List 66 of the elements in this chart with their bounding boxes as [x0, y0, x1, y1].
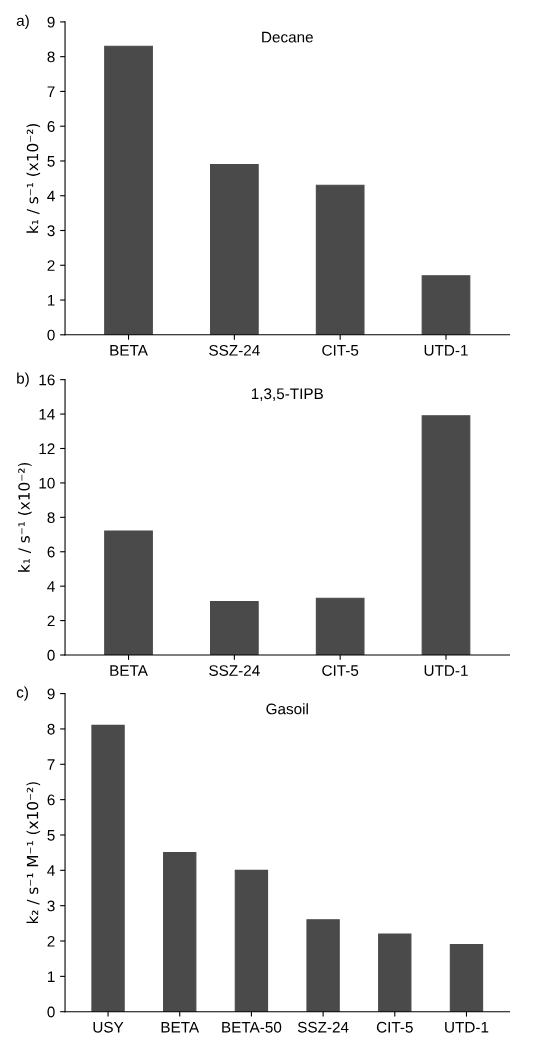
- y-tick-label: 7: [47, 759, 55, 770]
- x-tick-label: SSZ-24: [209, 344, 260, 356]
- x-tick-label: UTD-1: [445, 1021, 489, 1033]
- y-tick-label: 6: [47, 546, 55, 558]
- y-tick-label: 1: [47, 295, 55, 306]
- y-axis-title: k₁ / s⁻¹ (x10⁻²): [17, 462, 32, 572]
- bar: [234, 869, 269, 1012]
- y-tick-label: 0: [47, 649, 55, 661]
- y-tick-label: 3: [47, 900, 55, 912]
- x-tick-label: SSZ-24: [209, 665, 260, 676]
- x-tick-label: CIT-5: [322, 344, 359, 356]
- y-tick-label: 9: [47, 688, 55, 700]
- bar: [104, 45, 153, 335]
- y-tick-label: 1: [47, 971, 55, 982]
- x-tick-label: BETA: [110, 665, 148, 676]
- bar: [91, 724, 125, 1012]
- y-tick-label: 8: [47, 51, 55, 63]
- y-tick-label: 14: [39, 409, 55, 420]
- x-tick-label: BETA: [161, 1021, 200, 1033]
- y-tick-label: 7: [47, 86, 55, 97]
- bar: [378, 933, 412, 1012]
- y-tick-label: 6: [47, 121, 55, 132]
- bar: [306, 919, 340, 1012]
- x-tick-label: CIT-5: [322, 665, 359, 676]
- chart-title: Gasoil: [266, 703, 308, 715]
- y-tick-label: 2: [47, 260, 55, 271]
- y-tick-label: 5: [47, 155, 55, 167]
- bar: [163, 852, 197, 1012]
- y-tick-label: 8: [47, 723, 55, 735]
- bar: [421, 415, 471, 655]
- x-tick-label: CIT-5: [376, 1021, 413, 1033]
- y-tick-label: 3: [47, 225, 55, 237]
- x-tick-label: BETA-50: [222, 1021, 282, 1033]
- text: b): [17, 372, 29, 387]
- bar: [209, 163, 259, 335]
- bar: [315, 184, 365, 335]
- y-tick-label: 8: [47, 512, 55, 524]
- chart-title: Decane: [262, 31, 313, 43]
- y-tick-label: 2: [47, 935, 55, 947]
- chart-title: 1,3,5-TIPB: [251, 388, 323, 401]
- y-axis-title: k₂ / s⁻¹ M⁻¹ (x10⁻²): [26, 782, 41, 924]
- y-tick-label: 6: [47, 794, 55, 806]
- x-tick-label: SSZ-24: [297, 1021, 349, 1033]
- y-tick-label: 9: [47, 16, 55, 28]
- bar: [315, 597, 365, 655]
- y-tick-label: 4: [47, 581, 55, 592]
- y-tick-label: 5: [47, 830, 55, 841]
- y-tick-label: 2: [47, 615, 55, 627]
- x-tick-label: USY: [93, 1021, 124, 1033]
- y-tick-label: 0: [47, 329, 55, 341]
- y-tick-label: 16: [39, 374, 55, 386]
- bar: [209, 601, 259, 655]
- x-tick-label: BETA: [110, 345, 148, 356]
- y-tick-label: 10: [39, 477, 55, 489]
- x-tick-label: UTD-1: [424, 345, 468, 356]
- bar: [449, 943, 484, 1012]
- y-axis-title: k₁ / s⁻¹ (x10⁻²): [26, 123, 41, 233]
- x-tick-label: UTD-1: [424, 665, 468, 676]
- text: c): [16, 686, 28, 701]
- bar: [421, 275, 471, 335]
- y-tick-label: 0: [47, 1006, 55, 1018]
- y-tick-label: 12: [39, 443, 55, 455]
- y-tick-label: 4: [47, 190, 55, 202]
- y-tick-label: 4: [47, 865, 55, 876]
- text: a): [16, 14, 29, 30]
- bar: [104, 530, 153, 655]
